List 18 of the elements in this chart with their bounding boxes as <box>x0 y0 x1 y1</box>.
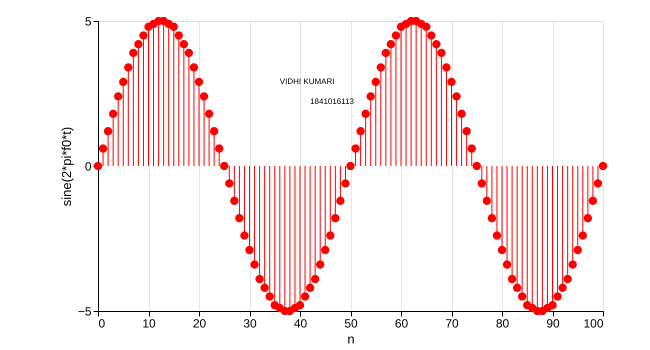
x-tick-label: 60 <box>394 316 408 330</box>
x-axis-title: n <box>347 332 355 346</box>
annotation: 1841016113 <box>310 97 355 106</box>
y-tick-label: 5 <box>84 14 92 28</box>
annotation: VIDHI KUMARI <box>280 76 334 86</box>
x-tick-label: 40 <box>294 316 308 330</box>
x-tick-label: 20 <box>192 316 206 330</box>
x-tick-label: 100 <box>583 316 604 330</box>
x-tick-label: 70 <box>445 316 459 330</box>
x-tick-label: 90 <box>546 316 560 330</box>
x-tick-label: 80 <box>496 316 510 330</box>
y-axis-title: sine(2*pi*f0*t) <box>58 126 74 206</box>
x-tick-label: 50 <box>344 316 358 330</box>
x-tick-label: 10 <box>142 316 156 330</box>
y-tick-label: 0 <box>84 160 92 174</box>
x-tick-label: 0 <box>98 316 106 330</box>
y-tick-label: −5 <box>78 304 92 318</box>
x-tick-label: 30 <box>243 316 257 330</box>
